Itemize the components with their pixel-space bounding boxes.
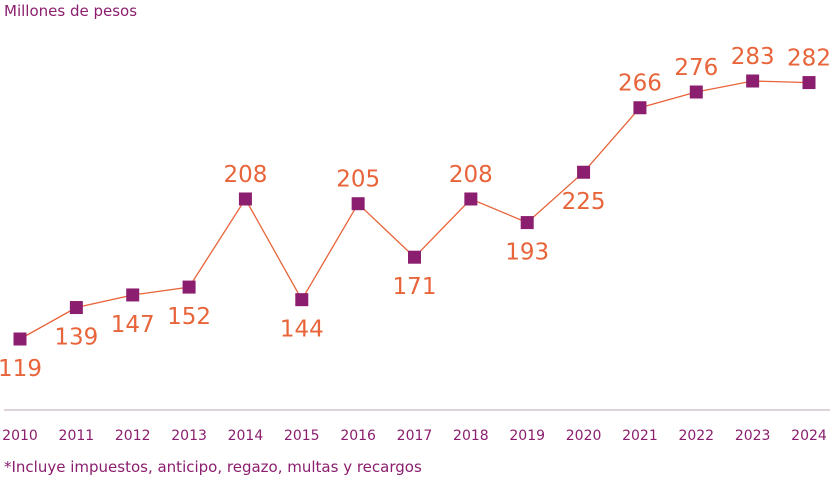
data-label-2013: 152: [167, 304, 211, 330]
data-point-2012: [126, 288, 140, 302]
data-label-2021: 266: [618, 71, 662, 97]
data-point-2016: [351, 197, 365, 211]
data-point-2022: [689, 85, 703, 99]
data-label-2014: 208: [223, 162, 267, 188]
x-tick-label-2015: 2015: [284, 428, 320, 444]
x-tick-label-2023: 2023: [735, 428, 771, 444]
x-tick-label-2022: 2022: [678, 428, 714, 444]
data-point-2024: [802, 76, 816, 90]
x-tick-label-2019: 2019: [509, 428, 545, 444]
data-point-2015: [295, 293, 309, 307]
x-tick-label-2018: 2018: [453, 428, 489, 444]
data-point-2017: [408, 250, 421, 264]
x-tick-label-2021: 2021: [622, 428, 658, 444]
data-point-2023: [746, 74, 760, 88]
x-tick-label-2024: 2024: [791, 428, 827, 444]
x-tick-label-2016: 2016: [340, 428, 376, 444]
data-point-2011: [69, 301, 83, 315]
data-label-2012: 147: [111, 312, 155, 338]
data-label-2024: 282: [787, 46, 830, 72]
footnote: *Incluye impuestos, anticipo, regazo, mu…: [4, 458, 422, 476]
x-tick-label-2014: 2014: [228, 428, 264, 444]
data-label-2022: 276: [674, 55, 718, 81]
data-label-2019: 193: [505, 240, 549, 266]
data-label-2023: 283: [731, 44, 775, 70]
x-tick-label-2011: 2011: [59, 428, 95, 444]
data-point-2013: [182, 280, 196, 294]
x-tick-label-2012: 2012: [115, 428, 151, 444]
data-point-2014: [238, 192, 252, 206]
data-point-2010: [13, 332, 27, 346]
x-tick-label-2020: 2020: [566, 428, 602, 444]
data-label-2018: 208: [449, 162, 493, 188]
plot-area: 119 139 147 152 208 144 205 171 208 193 225 266 276 2…: [0, 44, 830, 444]
x-tick-label-2017: 2017: [397, 428, 433, 444]
x-tick-label-2010: 2010: [2, 428, 38, 444]
y-axis-label: Millones de pesos: [4, 2, 138, 20]
x-tick-label-2013: 2013: [171, 428, 207, 444]
data-label-2017: 171: [393, 274, 437, 300]
data-label-2020: 225: [562, 189, 606, 215]
data-point-2018: [464, 192, 478, 206]
data-point-2019: [520, 216, 534, 230]
data-label-2010: 119: [0, 356, 42, 382]
data-point-2021: [633, 101, 647, 115]
data-point-2020: [577, 165, 591, 179]
data-label-2016: 205: [336, 167, 380, 193]
data-label-2011: 139: [54, 325, 98, 351]
data-label-2015: 144: [280, 317, 324, 343]
